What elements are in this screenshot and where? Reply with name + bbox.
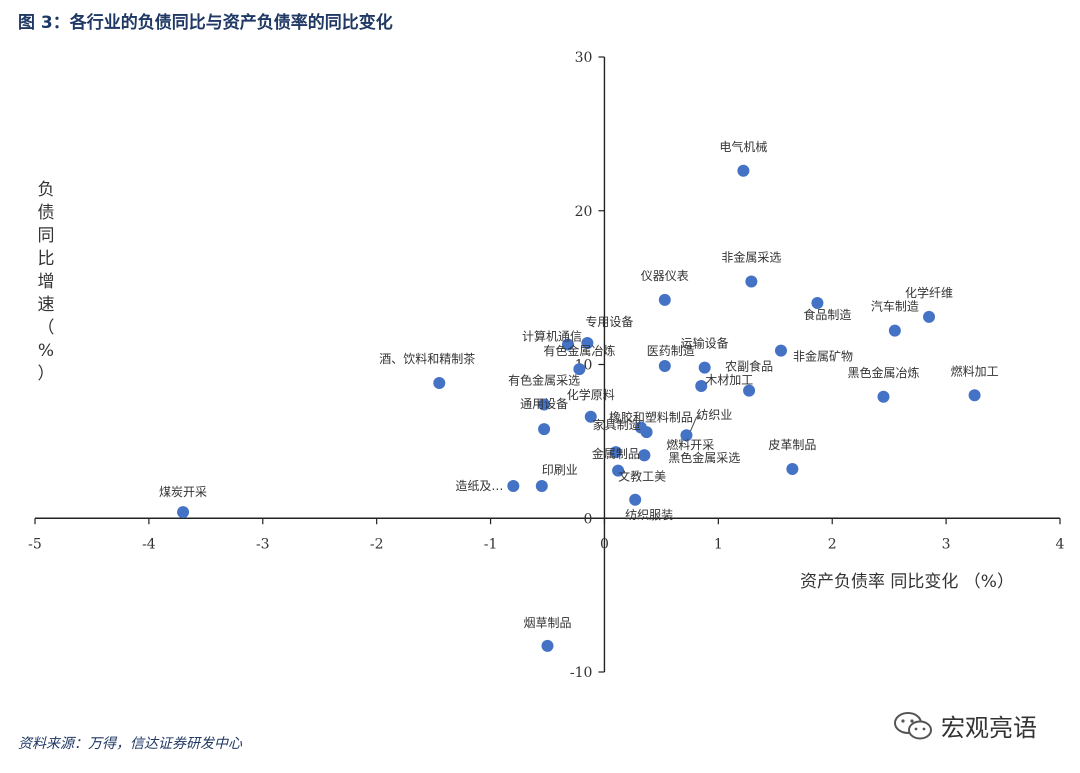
point-label: 有色金属采选 <box>508 372 580 387</box>
point-label: 化学原料 <box>567 387 615 402</box>
point-label: 仪器仪表 <box>641 269 689 283</box>
data-point <box>538 398 551 411</box>
point-label: 煤炭开采 <box>159 485 207 499</box>
x-tick-label: 0 <box>600 536 609 552</box>
point-label: 黑色金属冶炼 <box>847 365 919 380</box>
point-label: 电气机械 <box>719 139 767 154</box>
y-axis-title-char: 负 <box>38 180 55 200</box>
point-label: 非金属矿物 <box>793 349 853 364</box>
source-note: 资料来源：万得，信达证券研发中心 <box>18 736 242 752</box>
x-tick-label: 4 <box>1056 536 1065 552</box>
data-point <box>658 360 671 373</box>
x-axis-title: 资产负债率 同比变化 （%） <box>800 572 1014 592</box>
data-point <box>609 446 622 459</box>
point-label: 文教工美 <box>618 469 666 484</box>
point-label: 家具制造 <box>593 417 641 432</box>
y-axis-title-char: 速 <box>38 295 55 315</box>
x-tick-label: 2 <box>828 536 837 552</box>
data-point <box>695 380 708 393</box>
point-label: 非金属采选 <box>721 249 781 264</box>
point-label: 运输设备 <box>681 336 729 351</box>
point-label: 木材加工 <box>705 373 753 387</box>
x-tick-label: -2 <box>370 536 384 552</box>
y-tick-label: 0 <box>584 511 593 527</box>
figure-title: 图 3：各行业的负债同比与资产负债率的同比变化 <box>18 13 393 33</box>
point-label: 医药制造 <box>647 344 695 358</box>
point-label: 烟草制品 <box>523 616 571 630</box>
data-point <box>658 293 671 306</box>
point-label: 通用设备 <box>520 397 568 411</box>
data-point <box>177 506 190 519</box>
point-label: 农副食品 <box>725 359 773 374</box>
point-label: 造纸及… <box>455 479 503 493</box>
chart-points <box>177 164 981 652</box>
x-tick-label: -4 <box>142 536 156 552</box>
data-point <box>774 344 787 357</box>
data-point <box>573 363 586 376</box>
point-label: 酒、饮料和精制茶 <box>379 351 475 366</box>
point-label: 皮革制品 <box>768 438 816 452</box>
y-axis-title-char: 债 <box>38 203 55 223</box>
point-label: 纺织业 <box>696 408 732 422</box>
point-label: 燃料加工 <box>951 363 999 378</box>
data-point <box>629 493 642 506</box>
x-tick-label: -1 <box>484 536 498 552</box>
data-point <box>968 389 981 402</box>
data-point <box>433 376 446 389</box>
label-leader-line <box>689 416 701 432</box>
y-tick-label: 30 <box>575 50 593 66</box>
data-point <box>888 324 901 337</box>
y-tick-label: 20 <box>575 204 593 220</box>
data-point <box>507 479 520 492</box>
data-point <box>811 297 824 309</box>
point-label: 纺织服装 <box>625 508 673 522</box>
x-tick-label: -3 <box>256 536 270 552</box>
point-label: 印刷业 <box>542 463 578 477</box>
data-point <box>541 639 554 652</box>
x-tick-label: 3 <box>942 536 951 552</box>
data-point <box>877 390 890 403</box>
y-axis-title-char: ） <box>38 364 55 384</box>
point-label: 食品制造 <box>803 307 851 322</box>
data-point <box>584 410 597 423</box>
point-label: 汽车制造 <box>871 299 919 314</box>
data-point <box>581 336 594 349</box>
data-point <box>640 426 653 439</box>
data-point <box>612 464 625 477</box>
data-point <box>698 361 711 374</box>
data-point <box>538 423 551 436</box>
point-label: 化学纤维 <box>905 285 953 300</box>
data-point <box>786 463 799 476</box>
data-point <box>535 479 548 492</box>
y-axis-title-char: 比 <box>38 249 55 269</box>
point-label: 专用设备 <box>585 314 633 329</box>
point-label: 金属制品 <box>592 446 640 461</box>
data-point <box>737 164 750 177</box>
y-axis-title: 负债同比增速 （% ） <box>38 180 55 384</box>
point-label: 计算机通信 <box>522 329 582 344</box>
data-point <box>562 338 574 351</box>
point-label: 橡胶和塑料制品 <box>609 410 693 425</box>
point-label: 黑色金属采选 <box>668 450 740 465</box>
y-axis-title-char: % <box>38 341 54 361</box>
data-point <box>638 449 651 462</box>
y-axis-title-char: 同 <box>38 226 55 246</box>
point-label: 有色金属冶炼 <box>543 343 615 358</box>
x-tick-label: -5 <box>28 536 42 552</box>
y-tick-label: -10 <box>570 665 593 681</box>
wechat-icon <box>894 711 932 739</box>
point-label: 燃料开采 <box>666 437 714 452</box>
data-point <box>743 384 756 397</box>
y-axis-title-char: 增 <box>38 272 55 292</box>
x-tick-label: 1 <box>714 536 723 552</box>
watermark: 宏观亮语 <box>893 708 1037 743</box>
watermark-text: 宏观亮语 <box>941 714 1037 742</box>
data-point <box>745 275 758 288</box>
data-point <box>680 429 693 442</box>
data-point <box>923 310 936 323</box>
y-axis-title-char: （ <box>38 318 55 338</box>
